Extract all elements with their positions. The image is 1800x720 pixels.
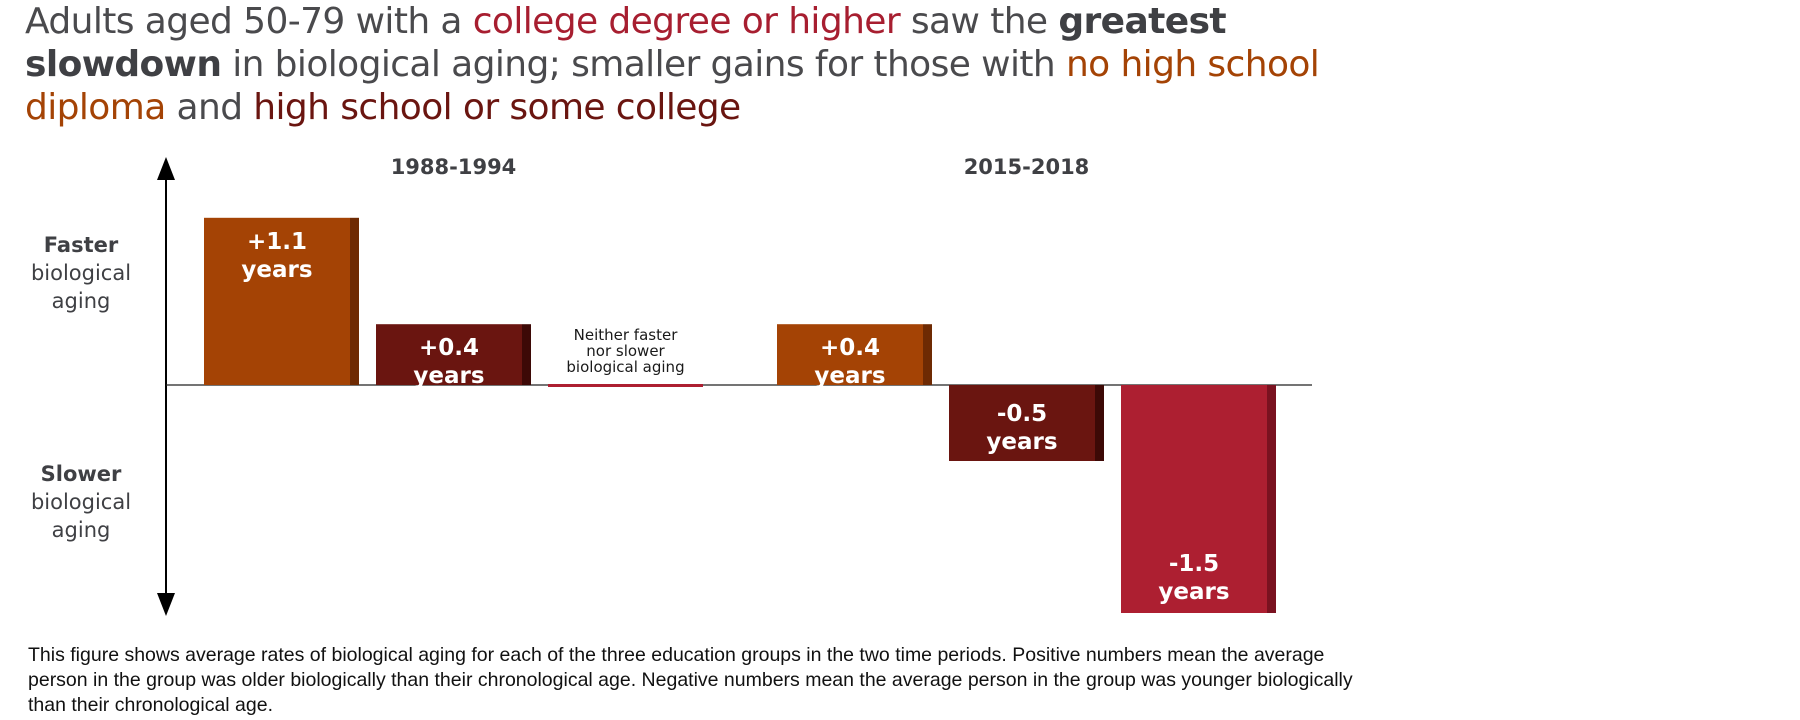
title-part: and <box>165 87 254 128</box>
labels: Faster biological aging Slower biological agi… <box>31 155 1230 605</box>
bar <box>1121 385 1267 613</box>
bar <box>376 324 522 385</box>
bar-value-label: years <box>241 257 312 283</box>
title-part: no high school diploma <box>25 44 1320 128</box>
bar <box>777 324 923 385</box>
title-part: greatest slowdown <box>25 1 1227 85</box>
axis-label-line: aging <box>52 518 111 542</box>
axis-label-line: Faster <box>44 233 119 257</box>
title-part: high school or some college <box>253 87 741 128</box>
chart-area: Faster biological aging Slower biological agi… <box>31 155 1312 616</box>
period-label: 2015-2018 <box>964 155 1090 179</box>
bar-zero-marker <box>548 384 703 387</box>
bar-value-label: +0.4 <box>419 335 479 361</box>
neutral-note: biological aging <box>566 358 684 376</box>
axis-label-line: Slower <box>41 462 122 486</box>
bar-side <box>350 217 359 385</box>
bar-value-label: years <box>814 363 885 389</box>
bar-side <box>1267 385 1276 613</box>
title-part: in biological aging; smaller gains for t… <box>221 44 1066 85</box>
neutral-note: Neither faster <box>574 326 679 344</box>
bar <box>949 385 1095 461</box>
bar-side <box>522 324 531 385</box>
neutral-note: nor slower <box>586 342 665 360</box>
bar-side <box>1095 385 1104 461</box>
bar-value-label: +0.4 <box>820 335 880 361</box>
bar-value-label: years <box>1158 579 1229 605</box>
y-axis-arrow-down <box>157 593 175 616</box>
bar-value-label: -1.5 <box>1169 551 1219 577</box>
title-part: Adults aged 50-79 with a <box>25 1 473 42</box>
bar-value-label: years <box>986 429 1057 455</box>
bar-value-label: +1.1 <box>247 229 307 255</box>
title-part: college degree or higher <box>472 1 901 42</box>
bar-value-label: -0.5 <box>997 401 1047 427</box>
chart-title: Adults aged 50-79 with a college degree … <box>25 0 1355 129</box>
axis-label-line: biological <box>31 261 131 285</box>
axis-label-line: aging <box>52 289 111 313</box>
y-axis-arrow-up <box>157 157 175 180</box>
figure-caption: This figure shows average rates of biolo… <box>28 644 1353 716</box>
bars <box>204 217 1276 613</box>
bar-side <box>923 324 932 385</box>
axis-label-line: biological <box>31 490 131 514</box>
period-label: 1988-1994 <box>391 155 517 179</box>
title-part: saw the <box>900 1 1059 42</box>
bar <box>204 217 350 385</box>
bar-value-label: years <box>413 363 484 389</box>
